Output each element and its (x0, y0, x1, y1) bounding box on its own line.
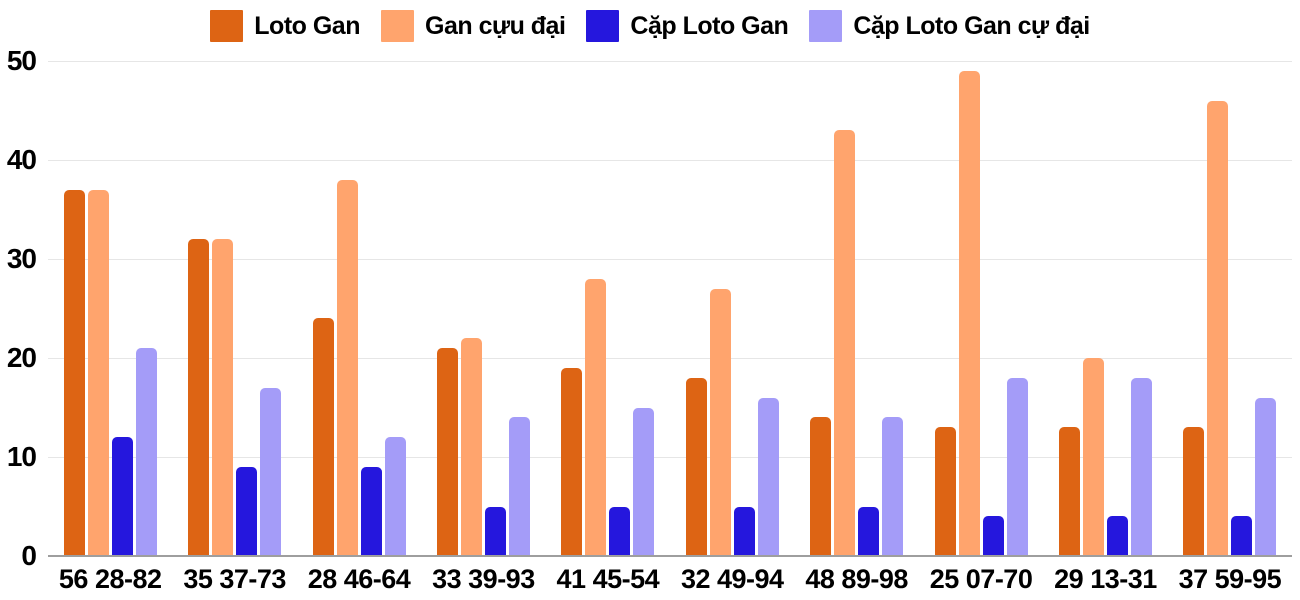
bar (188, 239, 210, 556)
bar-group (172, 61, 296, 556)
bar (336, 179, 358, 556)
bar (212, 239, 234, 556)
legend-item: Gan cựu đại (381, 10, 566, 42)
bar (111, 437, 133, 556)
bar (1207, 100, 1229, 556)
bar (260, 387, 282, 556)
bar-group (297, 61, 421, 556)
bar (312, 318, 334, 556)
bar (1106, 516, 1128, 556)
y-axis-tick-label: 10 (6, 441, 37, 472)
bar (934, 427, 956, 556)
bar (1130, 377, 1152, 556)
legend-label: Gan cựu đại (425, 11, 566, 40)
bar (709, 288, 731, 556)
y-axis-tick-label: 0 (21, 540, 37, 571)
bar-group (421, 61, 545, 556)
bar (633, 407, 655, 556)
x-axis-tick-label: 37 59-95 (1178, 564, 1282, 594)
bar (1006, 377, 1028, 556)
bar (685, 377, 707, 556)
bar (63, 189, 85, 556)
gridline (48, 160, 1292, 161)
gridline (48, 259, 1292, 260)
y-axis-tick-label: 40 (6, 144, 37, 175)
bar (834, 130, 856, 556)
gridline (48, 457, 1292, 458)
bar (508, 417, 530, 556)
bar (87, 189, 109, 556)
gridline (48, 358, 1292, 359)
bar (1255, 397, 1277, 556)
bar-group (794, 61, 918, 556)
x-axis-tick-label: 28 46-64 (307, 564, 411, 594)
bar (460, 338, 482, 556)
legend-swatch (210, 10, 244, 42)
y-axis-tick-label: 30 (6, 243, 37, 274)
bar (858, 506, 880, 556)
x-axis-tick-label: 48 89-98 (805, 564, 908, 594)
bar (436, 348, 458, 556)
chart-legend: Loto Gan Gan cựu đại Cặp Loto Gan Cặp Loto … (0, 8, 1300, 44)
bar (982, 516, 1004, 556)
bar (1231, 516, 1253, 556)
bar-group (48, 61, 172, 556)
x-axis-baseline (48, 555, 1292, 557)
bar (958, 70, 980, 556)
bar (1082, 358, 1104, 556)
y-axis-tick-label: 20 (6, 342, 37, 373)
bar-group (1043, 61, 1167, 556)
bar (585, 278, 607, 556)
gridline (48, 61, 1292, 62)
bar (561, 367, 583, 556)
legend-label: Cặp Loto Gan (630, 11, 789, 40)
bar-groups (48, 61, 1292, 556)
bar (609, 506, 631, 556)
legend-item: Cặp Loto Gan (586, 10, 789, 42)
bar-group (546, 61, 670, 556)
x-axis-tick-label: 35 37-73 (183, 564, 286, 594)
x-axis: 56 28-82 35 37-73 28 46-64 33 39-93 41 45-54… (48, 564, 1292, 595)
legend-swatch (809, 10, 843, 42)
legend-item: Cặp Loto Gan cự đại (809, 10, 1090, 42)
x-axis-tick-label: 56 28-82 (58, 564, 162, 594)
x-axis-tick-label: 33 39-93 (432, 564, 535, 594)
legend-swatch (381, 10, 414, 42)
bar (882, 417, 904, 556)
bar (384, 437, 406, 556)
bar (810, 417, 832, 556)
legend-label: Cặp Loto Gan cự đại (853, 11, 1090, 40)
bar (733, 506, 755, 556)
bar-group (1168, 61, 1292, 556)
x-axis-tick-label: 32 49-94 (680, 564, 784, 594)
x-axis-tick-label: 41 45-54 (556, 564, 660, 594)
bar (360, 466, 382, 556)
bar (484, 506, 506, 556)
bar (135, 348, 157, 556)
bar (1183, 427, 1205, 556)
x-axis-tick-label: 29 13-31 (1054, 564, 1157, 594)
x-axis-tick-label: 25 07-70 (929, 564, 1033, 594)
plot-area (48, 61, 1292, 557)
bar (236, 466, 258, 556)
legend-item: Loto Gan (210, 10, 360, 42)
y-axis-tick-label: 50 (6, 45, 37, 76)
bar (1058, 427, 1080, 556)
legend-swatch (586, 10, 620, 42)
bar-group (670, 61, 794, 556)
legend-label: Loto Gan (254, 11, 360, 40)
bar (757, 397, 779, 556)
bar-group (919, 61, 1043, 556)
